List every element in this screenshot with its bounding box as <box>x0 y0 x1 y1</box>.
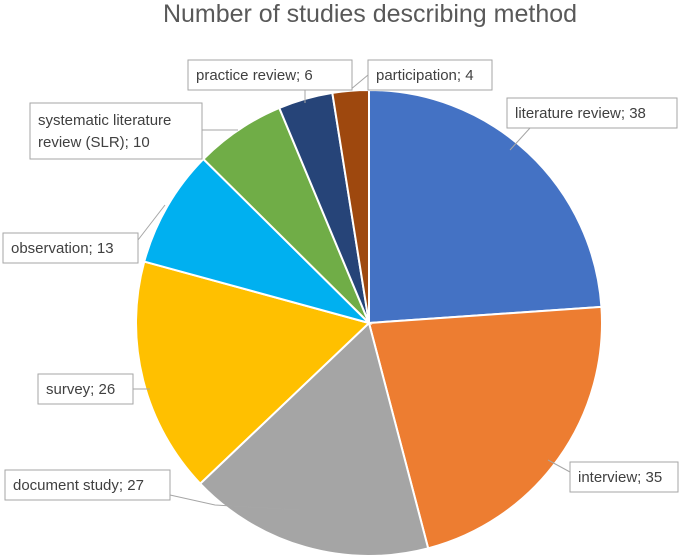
data-label: practice review; 6 <box>187 59 353 91</box>
data-label-box <box>37 373 134 405</box>
data-label-text: survey; 26 <box>46 381 115 398</box>
data-label-text: participation; 4 <box>376 67 474 84</box>
data-label-text: practice review; 6 <box>196 67 313 84</box>
data-label-text: systematic literature <box>38 112 171 129</box>
leader-line <box>169 494 301 511</box>
data-label-box <box>4 469 171 501</box>
pie-slice <box>368 88 603 325</box>
data-label-text: interview; 35 <box>578 469 662 486</box>
leader-line <box>349 74 369 91</box>
data-label: systematic literature review (SLR); 10 <box>29 102 203 160</box>
leader-line <box>509 127 531 151</box>
data-label-box <box>367 59 493 91</box>
data-label-text: document study; 27 <box>13 477 144 494</box>
data-label: observation; 13 <box>2 232 139 264</box>
data-labels: literature review; 38 interview; 35 docume… <box>2 59 679 501</box>
pie-slice <box>367 305 603 550</box>
pie-slice <box>135 260 371 486</box>
data-label-box <box>506 97 678 129</box>
leader-line <box>547 459 571 473</box>
pie-slice <box>143 157 373 325</box>
data-label-box <box>187 59 353 91</box>
leader-line <box>137 204 166 241</box>
data-label-box <box>29 102 203 160</box>
leader-lines <box>133 74 571 511</box>
pie-slice <box>198 321 430 557</box>
data-label-text: observation; 13 <box>11 240 114 257</box>
data-label-text: review (SLR); 10 <box>38 134 150 151</box>
data-label: document study; 27 <box>4 469 171 501</box>
data-label: interview; 35 <box>569 461 679 493</box>
data-label-box <box>569 461 679 493</box>
data-label: literature review; 38 <box>506 97 678 129</box>
data-label: participation; 4 <box>367 59 493 91</box>
data-label-text: literature review; 38 <box>515 105 646 122</box>
data-label: survey; 26 <box>37 373 134 405</box>
chart-title: Number of studies describing method <box>163 0 577 28</box>
data-label-box <box>2 232 139 264</box>
pie-slices <box>135 88 603 557</box>
